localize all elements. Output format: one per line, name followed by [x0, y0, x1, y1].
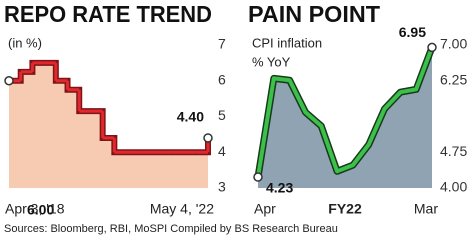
subtitle: % YoY: [252, 54, 291, 69]
subtitle: (in %): [8, 35, 42, 50]
data-label: 6.00: [27, 201, 54, 217]
end-marker: [427, 42, 437, 53]
subtitle: CPI inflation: [252, 35, 322, 50]
x-tick-label: Apr: [254, 201, 276, 217]
chart-title: REPO RATE TREND: [4, 1, 212, 27]
x-axis-label: FY22: [328, 201, 362, 217]
y-tick-label: 5: [218, 107, 226, 123]
y-tick-label: 7.00: [440, 36, 467, 52]
end-marker: [253, 172, 263, 182]
y-tick-label: 4.00: [440, 179, 467, 195]
area: [258, 47, 432, 189]
chart-title: PAIN POINT: [248, 1, 380, 27]
y-tick-label: 7: [218, 36, 226, 52]
line: [256, 46, 434, 178]
y-tick-label: 4: [218, 143, 226, 159]
data-label: 6.95: [399, 24, 426, 40]
y-tick-label: 6.25: [440, 71, 467, 87]
area: [9, 62, 208, 188]
x-tick-label: Mar: [414, 201, 438, 217]
source: Sources: Bloomberg, RBI, MoSPI Compiled …: [4, 223, 338, 235]
y-tick-label: 4.75: [440, 143, 467, 159]
y-tick-label: 3: [218, 179, 226, 195]
data-label: 4.40: [177, 109, 204, 125]
x-tick-label: May 4, '22: [150, 201, 214, 217]
end-marker: [4, 76, 14, 86]
end-marker: [203, 133, 213, 143]
y-tick-label: 6: [218, 71, 226, 87]
data-label: 4.23: [266, 180, 293, 196]
x-tick-label: Apr 3, '18: [5, 201, 65, 217]
